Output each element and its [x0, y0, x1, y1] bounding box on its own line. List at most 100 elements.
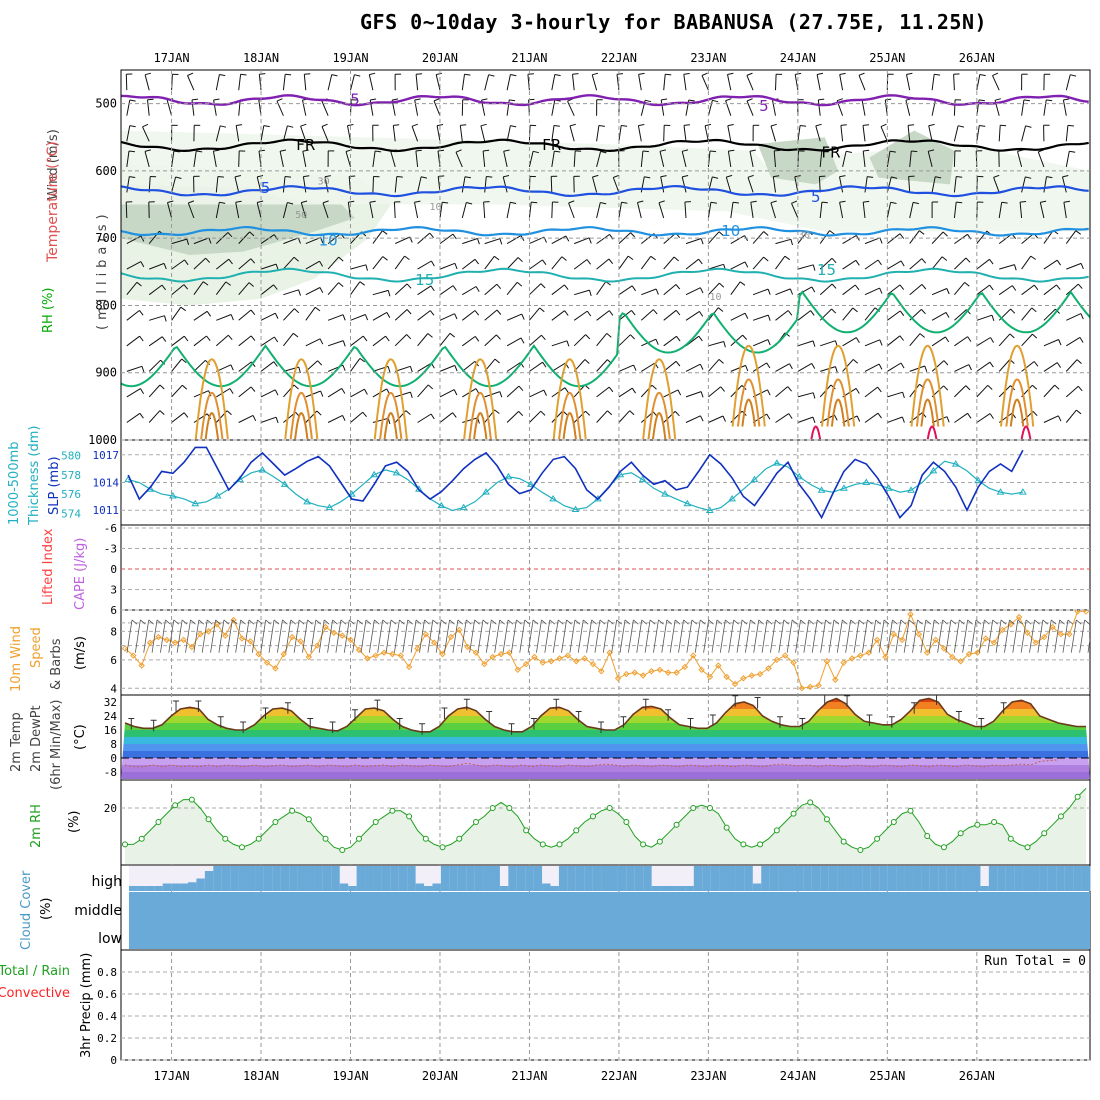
thickness-point	[705, 506, 714, 514]
upper-wind-barb-flag	[364, 314, 369, 321]
upper-wind-barb-flag	[1080, 313, 1084, 320]
upper-wind-barb-flag	[767, 339, 771, 346]
wind10-barb-flag	[1025, 619, 1032, 625]
cloud-high-bar	[516, 866, 526, 891]
contour-warm	[652, 412, 667, 439]
cloud-high-bar	[592, 866, 602, 891]
upper-wind-barb-flag	[348, 200, 355, 203]
cloud-high-bar	[609, 866, 619, 891]
wind10-point	[1032, 639, 1040, 646]
upper-wind-barb-flag	[518, 385, 524, 391]
upper-wind-barb	[551, 362, 566, 372]
contour-warm	[821, 344, 856, 427]
upper-wind-barb	[906, 74, 911, 91]
precip-tick-label: 0.4	[97, 1010, 117, 1023]
upper-wind-barb	[461, 74, 465, 91]
wind10-point	[564, 652, 572, 659]
thickness-point	[347, 490, 356, 497]
wind10-point	[1057, 630, 1065, 638]
thickness-tick-label: 580	[61, 449, 81, 462]
cloud-high-bar	[1047, 866, 1057, 891]
upper-wind-barb-flag	[187, 72, 194, 76]
wind10-barb-flag	[608, 619, 614, 625]
thickness-point	[571, 505, 580, 513]
precip-tick-label: 0.8	[97, 966, 117, 979]
date-label-top: 20JAN	[422, 51, 458, 65]
upper-wind-barb-flag	[630, 334, 635, 340]
upper-wind-barb-flag	[540, 283, 546, 289]
upper-wind-barb-flag	[584, 359, 590, 364]
upper-wind-barb-flag	[855, 388, 860, 394]
upper-wind-barb-flag	[316, 410, 322, 416]
upper-wind-barb	[708, 231, 720, 244]
upper-wind-barb	[1037, 151, 1045, 168]
upper-wind-barb-flag	[767, 314, 771, 321]
upper-wind-barb	[215, 202, 220, 219]
upper-wind-barb-flag	[839, 175, 846, 178]
slp-tick-label: 1017	[93, 449, 120, 462]
upper-wind-barb	[998, 125, 1001, 142]
upper-wind-barb	[193, 359, 206, 372]
upper-wind-barb	[842, 337, 857, 347]
wind10-barb-flag	[432, 619, 439, 625]
upper-wind-barb-flag	[965, 257, 971, 263]
wind10-units: (m/s)	[73, 636, 88, 670]
upper-wind-barb-flag	[631, 310, 636, 316]
upper-wind-barb	[1039, 202, 1045, 219]
upper-wind-barb	[725, 176, 732, 193]
upper-wind-barb	[506, 235, 522, 245]
wind10-point	[581, 655, 588, 662]
upper-wind-barb	[775, 74, 777, 91]
wind10-barb	[444, 619, 450, 653]
upper-wind-barb	[1043, 415, 1059, 423]
thickness-series	[121, 446, 1090, 520]
upper-wind-barb	[302, 176, 307, 193]
chart-marks: 5 5FR FR FR5 510101515305010103017JAN17JAN18…	[61, 51, 1091, 1083]
rh2m-point	[589, 813, 596, 820]
upper-wind-barb	[954, 309, 967, 321]
cloud-high-bar	[955, 866, 965, 891]
upper-wind-barb	[503, 151, 508, 168]
upper-wind-barb-flag	[994, 98, 1001, 101]
upper-wind-barb-flag	[273, 234, 279, 240]
upper-wind-barb	[1066, 262, 1082, 270]
upper-wind-barb-flag	[314, 306, 321, 312]
wind10-barb-flag	[507, 619, 514, 625]
cloud-high-bar	[247, 866, 256, 891]
cloud-high-bar	[617, 866, 627, 891]
upper-wind-barb-flag	[287, 125, 294, 128]
upper-wind-barb-flag	[499, 391, 503, 398]
thickness-point	[907, 486, 915, 493]
upper-wind-barb-flag	[359, 357, 365, 363]
upper-wind-barb-flag	[427, 333, 433, 338]
upper-wind-barb	[775, 238, 792, 245]
upper-wind-barb	[126, 412, 141, 423]
upper-wind-barb	[528, 151, 534, 168]
upper-wind-barb	[417, 260, 432, 270]
wind10-barb	[945, 619, 952, 653]
upper-wind-barb	[372, 256, 384, 270]
upper-wind-barb-flag	[347, 124, 354, 127]
contour-label: 50	[295, 210, 307, 221]
cloud-high-bar	[702, 866, 712, 891]
wind10-point	[1024, 629, 1031, 636]
cloud-high-bg	[339, 866, 349, 891]
contour-warm	[468, 391, 492, 439]
upper-wind-barb-flag	[320, 390, 324, 397]
wind10-barb	[736, 619, 743, 653]
wind10-barb	[536, 619, 542, 653]
upper-wind-barb	[685, 415, 701, 423]
wind10-barb-flag	[683, 619, 689, 625]
wind10-barb	[511, 619, 517, 653]
upper-wind-barb-flag	[531, 201, 538, 204]
rh2m-point	[322, 835, 329, 842]
upper-wind-barb	[462, 238, 478, 245]
upper-wind-barb	[215, 334, 229, 347]
upper-wind-barb-flag	[430, 285, 435, 292]
contour-warm	[294, 412, 309, 439]
upper-wind-barb-flag	[878, 363, 883, 370]
upper-wind-barb-flag	[899, 284, 905, 290]
upper-wind-label: Wind (m/s)	[46, 129, 61, 200]
upper-wind-barb	[369, 202, 374, 219]
